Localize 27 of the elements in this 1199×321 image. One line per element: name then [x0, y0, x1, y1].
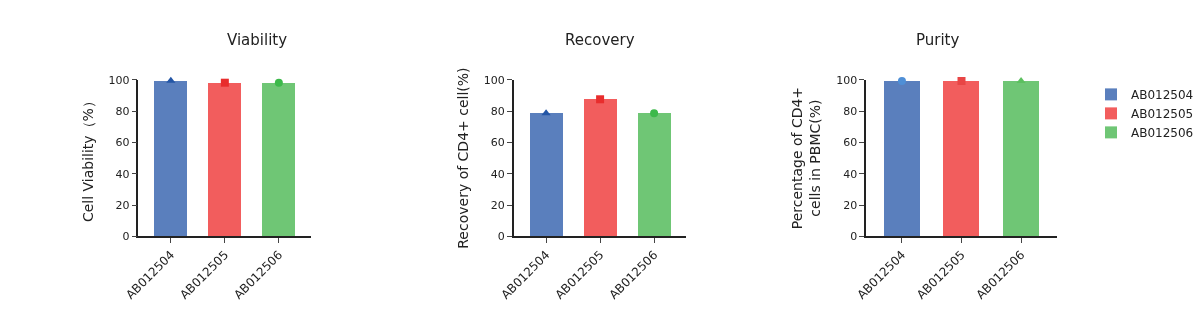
y-tick-label: 20 — [115, 198, 130, 212]
y-axis-title: Cell Viability（%） — [79, 94, 96, 223]
y-tick-label: 100 — [483, 73, 505, 87]
y-tick-label: 60 — [115, 136, 130, 150]
y-tick-label: 20 — [843, 198, 858, 212]
y-tick-label: 80 — [490, 105, 505, 119]
legend-label: AB012505 — [1131, 107, 1194, 122]
y-tick-label: 0 — [497, 230, 505, 244]
y-tick-label: 100 — [836, 73, 858, 87]
y-tick-label: 100 — [108, 73, 130, 87]
y-tick-label: 0 — [850, 230, 858, 244]
legend-label: AB012504 — [1131, 88, 1194, 103]
y-tick-label: 80 — [115, 105, 130, 119]
chart-title: Recovery — [565, 31, 635, 49]
y-axis-title: Percentage of CD4+ cells in PBMC(%) — [789, 86, 824, 230]
chart-title: Purity — [916, 31, 960, 49]
y-tick-label: 60 — [490, 136, 505, 150]
y-axis-title: Recovery of CD4+ cell(%) — [454, 67, 471, 249]
y-tick-label: 40 — [843, 167, 858, 181]
y-tick-label: 40 — [490, 167, 505, 181]
y-tick-label: 80 — [843, 105, 858, 119]
y-tick-label: 0 — [122, 230, 130, 244]
chart-title: Viability — [227, 31, 288, 49]
y-tick-label: 60 — [843, 136, 858, 150]
legend-label: AB012506 — [1131, 126, 1194, 141]
y-tick-label: 40 — [115, 167, 130, 181]
y-tick-label: 20 — [490, 198, 505, 212]
